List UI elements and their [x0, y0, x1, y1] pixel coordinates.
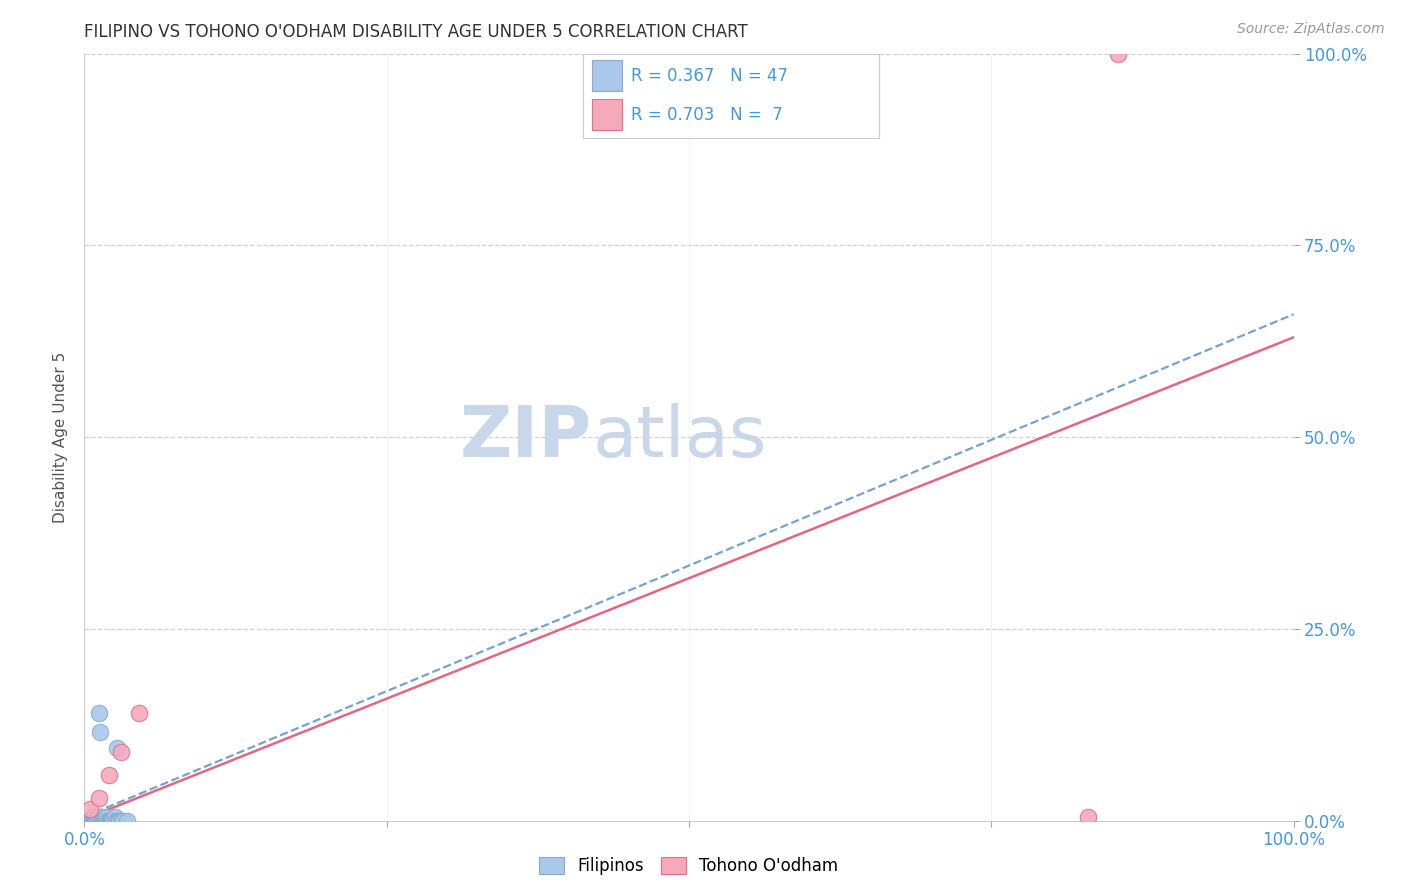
Point	[84, 814, 107, 828]
Point	[100, 814, 122, 828]
Point	[1107, 46, 1129, 61]
Point	[98, 814, 121, 828]
Point	[110, 814, 132, 828]
Point	[128, 706, 150, 721]
Point	[101, 814, 124, 828]
Point	[89, 725, 111, 739]
Point	[1077, 810, 1099, 824]
Text: Source: ZipAtlas.com: Source: ZipAtlas.com	[1237, 22, 1385, 37]
Point	[91, 814, 114, 828]
Point	[103, 814, 125, 828]
Point	[108, 814, 131, 828]
Point	[77, 814, 100, 828]
Point	[87, 706, 110, 721]
Point	[94, 814, 117, 828]
Point	[96, 814, 118, 828]
Point	[77, 814, 100, 828]
Point	[80, 814, 103, 828]
Text: atlas: atlas	[592, 402, 766, 472]
Point	[79, 814, 101, 828]
Bar	[592, 61, 621, 91]
Point	[90, 814, 112, 828]
Text: R = 0.703   N =  7: R = 0.703 N = 7	[631, 105, 783, 123]
Bar	[592, 99, 621, 130]
Point	[93, 814, 115, 828]
Text: FILIPINO VS TOHONO O'ODHAM DISABILITY AGE UNDER 5 CORRELATION CHART: FILIPINO VS TOHONO O'ODHAM DISABILITY AG…	[84, 23, 748, 41]
Point	[86, 810, 108, 824]
Point	[82, 810, 104, 824]
Point	[79, 802, 101, 816]
Point	[76, 814, 98, 828]
Point	[75, 814, 97, 828]
Y-axis label: Disability Age Under 5: Disability Age Under 5	[53, 351, 69, 523]
Point	[76, 814, 98, 828]
Point	[115, 814, 138, 828]
Point	[86, 810, 108, 824]
Point	[91, 814, 114, 828]
Point	[80, 814, 103, 828]
Point	[104, 814, 127, 828]
Point	[105, 740, 128, 755]
Point	[110, 745, 132, 759]
Point	[90, 814, 112, 828]
Legend: Filipinos, Tohono O'odham: Filipinos, Tohono O'odham	[533, 850, 845, 881]
Point	[77, 814, 100, 828]
Point	[83, 814, 105, 828]
Point	[107, 814, 129, 828]
Point	[97, 767, 120, 781]
Point	[86, 814, 108, 828]
Text: R = 0.367   N = 47: R = 0.367 N = 47	[631, 67, 787, 85]
Point	[82, 814, 104, 828]
Point	[94, 814, 117, 828]
Point	[75, 814, 97, 828]
Point	[89, 810, 111, 824]
Point	[94, 810, 117, 824]
Point	[87, 790, 110, 805]
Text: ZIP: ZIP	[460, 402, 592, 472]
Point	[97, 814, 120, 828]
Point	[112, 814, 135, 828]
Point	[104, 810, 127, 824]
Point	[90, 814, 112, 828]
Point	[83, 814, 105, 828]
Point	[73, 814, 96, 828]
Point	[82, 814, 104, 828]
Point	[84, 814, 107, 828]
